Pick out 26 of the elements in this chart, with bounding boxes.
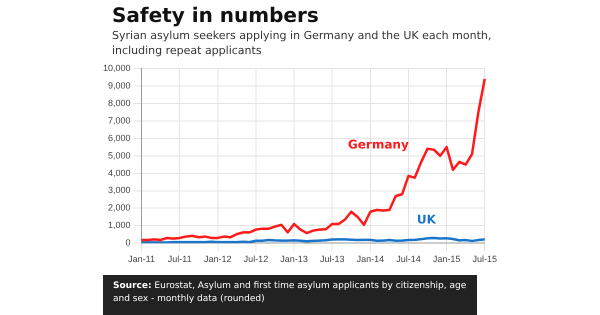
y-tick-label: 1,000 <box>108 220 131 230</box>
y-tick-label: 8,000 <box>108 98 131 108</box>
series-label: UK <box>416 212 437 227</box>
x-tick-label: Jan-11 <box>128 254 155 264</box>
y-tick-label: 2,000 <box>108 202 131 213</box>
x-tick-label: Jul-11 <box>168 254 192 264</box>
y-tick-label: 0 <box>126 238 131 248</box>
y-tick-label: 3,000 <box>108 185 131 196</box>
source-note: Source: Eurostat, Asylum and first time asylum applicants by citizenship, age and sex - monthly data (rounded) <box>113 280 467 306</box>
y-tick-label: 7,000 <box>108 115 131 126</box>
x-tick-label: Jan-12 <box>204 254 232 264</box>
chart-title: Safety in numbers <box>112 3 319 27</box>
x-tick-label: Jan-14 <box>356 254 384 264</box>
series-label: Germany <box>348 137 409 152</box>
x-tick-label: Jul-13 <box>320 254 344 264</box>
y-tick-label: 6,000 <box>108 132 131 143</box>
y-tick-label: 9,000 <box>108 80 131 90</box>
y-tick-label: 4,000 <box>108 168 131 178</box>
x-tick-label: Jan-15 <box>432 254 460 264</box>
y-tick-label: 5,000 <box>108 150 131 160</box>
y-tick-label: 10,000 <box>102 62 131 73</box>
x-tick-label: Jul-14 <box>396 254 421 264</box>
x-tick-label: Jul-12 <box>244 254 268 264</box>
x-tick-label: Jan-13 <box>280 254 308 264</box>
x-tick-label: Jul-15 <box>472 254 497 264</box>
chart-subtitle: Syrian asylum seekers applying in Germany and the UK each month, including repeat applicants <box>112 28 492 58</box>
